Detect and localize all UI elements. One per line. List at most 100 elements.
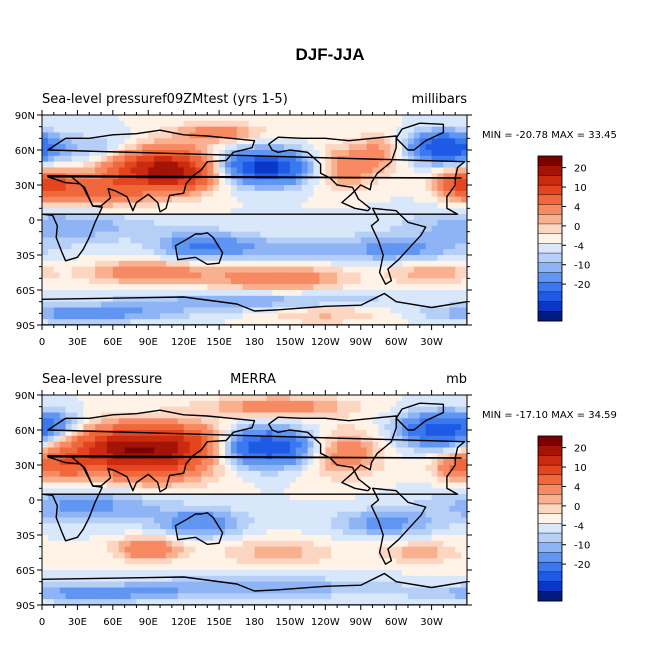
field-cell bbox=[354, 494, 362, 501]
colorbar-swatch bbox=[537, 262, 563, 273]
field-cell bbox=[160, 500, 167, 507]
field-cell bbox=[59, 237, 67, 244]
field-cell bbox=[449, 535, 456, 542]
field-cell bbox=[154, 465, 161, 472]
field-cell bbox=[165, 540, 173, 548]
field-cell bbox=[130, 290, 138, 297]
field-cell bbox=[101, 278, 108, 285]
field-cell bbox=[207, 120, 214, 128]
field-cell bbox=[325, 284, 332, 291]
field-cell bbox=[101, 301, 108, 309]
field-cell bbox=[183, 190, 191, 198]
field-cell bbox=[372, 220, 380, 227]
field-cell bbox=[278, 546, 285, 554]
field-cell bbox=[42, 249, 49, 256]
field-cell bbox=[189, 546, 197, 554]
field-cell bbox=[396, 476, 403, 484]
field-cell bbox=[278, 208, 285, 215]
field-cell bbox=[148, 435, 155, 443]
field-cell bbox=[331, 260, 338, 268]
field-cell bbox=[89, 278, 96, 285]
field-cell bbox=[390, 430, 397, 437]
field-cell bbox=[207, 430, 214, 437]
field-cell bbox=[413, 150, 421, 157]
field-cell bbox=[307, 476, 315, 484]
field-cell bbox=[384, 255, 391, 262]
field-cell bbox=[242, 447, 250, 454]
field-cell bbox=[77, 144, 84, 151]
field-cell bbox=[360, 400, 368, 408]
field-cell bbox=[177, 266, 185, 274]
field-cell bbox=[160, 225, 167, 233]
field-cell bbox=[77, 202, 84, 209]
field-cell bbox=[219, 319, 226, 325]
field-cell bbox=[213, 255, 220, 262]
field-cell bbox=[260, 231, 267, 239]
field-cell bbox=[195, 179, 202, 186]
field-cell bbox=[272, 494, 279, 501]
field-cell bbox=[278, 435, 285, 443]
field-cell bbox=[224, 400, 232, 408]
field-cell bbox=[154, 272, 161, 279]
field-cell bbox=[284, 570, 291, 577]
field-cell bbox=[219, 220, 226, 227]
field-cell bbox=[106, 179, 114, 186]
field-cell bbox=[95, 185, 102, 192]
field-cell bbox=[449, 144, 456, 151]
field-cell bbox=[136, 185, 143, 192]
field-cell bbox=[219, 243, 226, 250]
field-cell bbox=[165, 564, 173, 571]
field-cell bbox=[278, 465, 285, 472]
field-cell bbox=[171, 231, 179, 239]
field-cell bbox=[136, 546, 143, 554]
field-cell bbox=[325, 255, 332, 262]
field-cell bbox=[402, 418, 409, 425]
field-cell bbox=[260, 115, 267, 122]
field-cell bbox=[331, 570, 338, 577]
field-cell bbox=[366, 558, 374, 565]
field-cell bbox=[337, 225, 344, 233]
field-cell bbox=[301, 470, 309, 478]
field-cell bbox=[71, 301, 79, 309]
field-cell bbox=[431, 476, 439, 484]
field-cell bbox=[272, 441, 279, 449]
field-cell bbox=[337, 482, 344, 489]
field-cell bbox=[354, 173, 362, 180]
field-cell bbox=[461, 412, 467, 419]
field-cell bbox=[171, 447, 179, 454]
field-cell bbox=[42, 494, 49, 501]
field-cell bbox=[455, 155, 462, 163]
field-cell bbox=[272, 488, 279, 495]
field-cell bbox=[95, 249, 102, 256]
field-cell bbox=[230, 208, 238, 215]
field-cell bbox=[260, 208, 267, 215]
field-cell bbox=[213, 214, 220, 221]
field-cell bbox=[348, 196, 356, 204]
field-cell bbox=[396, 412, 403, 419]
field-cell bbox=[343, 418, 350, 425]
field-cell bbox=[431, 190, 439, 198]
field-cell bbox=[201, 266, 208, 274]
field-cell bbox=[77, 505, 84, 513]
field-cell bbox=[313, 307, 321, 314]
field-cell bbox=[148, 167, 155, 174]
field-cell bbox=[313, 395, 321, 402]
field-cell bbox=[95, 231, 102, 239]
field-cell bbox=[254, 161, 262, 169]
field-cell bbox=[413, 412, 421, 419]
field-cell bbox=[213, 155, 220, 163]
field-cell bbox=[248, 418, 256, 425]
field-cell bbox=[301, 144, 309, 151]
field-cell bbox=[390, 185, 397, 192]
field-cell bbox=[171, 406, 179, 414]
field-cell bbox=[136, 535, 143, 542]
field-cell bbox=[455, 231, 462, 239]
field-cell bbox=[272, 430, 279, 437]
field-cell bbox=[449, 243, 456, 250]
field-cell bbox=[378, 196, 385, 204]
field-cell bbox=[171, 301, 179, 309]
field-cell bbox=[106, 115, 114, 122]
field-cell bbox=[396, 272, 403, 279]
field-cell bbox=[236, 179, 244, 186]
field-cell bbox=[431, 435, 439, 443]
